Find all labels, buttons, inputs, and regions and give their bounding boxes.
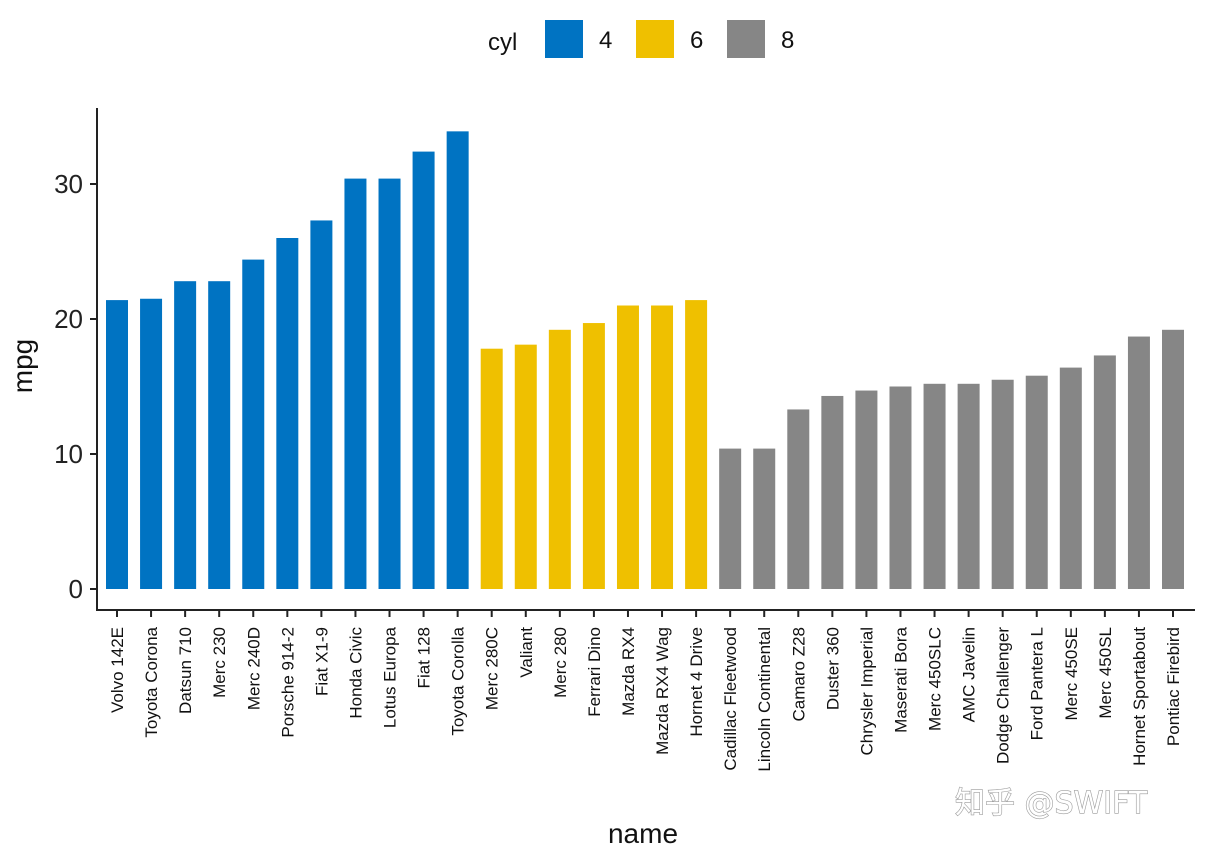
bar [548,329,571,589]
x-tick-label: Fiat X1-9 [312,627,331,696]
bar [1162,329,1184,589]
bar [685,300,708,589]
x-tick-label: Fiat 128 [415,627,434,688]
bar [514,344,537,589]
y-tick-label: 30 [54,169,83,199]
x-axis-title: name [608,818,678,849]
legend-label: 6 [690,27,703,54]
x-tick-label: Mazda RX4 Wag [653,627,672,755]
x-tick-label: Hornet 4 Drive [687,627,706,737]
x-tick-label: Porsche 914-2 [278,627,297,738]
x-tick-label: Duster 360 [823,627,842,710]
bar [582,323,605,589]
y-tick-label: 20 [54,304,83,334]
bar [174,281,197,589]
bar [1059,367,1082,589]
x-tick-label: Merc 280C [483,627,502,710]
x-tick-label: Lotus Europa [381,626,400,728]
bar [310,220,333,589]
legend-key [545,20,583,58]
bar [651,305,674,589]
bar [480,348,503,589]
x-tick-label: Merc 450SLC [926,627,945,731]
legend-key [727,20,765,58]
y-tick-label: 0 [69,574,83,604]
bar [208,281,231,589]
y-tick-label: 10 [54,439,83,469]
bar [106,300,128,589]
x-tick-label: Merc 280 [551,627,570,698]
bar [1127,336,1150,589]
x-tick-label: Dodge Challenger [994,627,1013,764]
bar [753,448,776,589]
legend-label: 4 [599,27,612,54]
axes: 0 10 20 30 Volvo 142E Toyota Corona Datsun 710… [54,108,1195,772]
bar [140,298,163,589]
x-tick-label: AMC Javelin [960,627,979,722]
x-tick-label: Pontiac Firebird [1164,627,1183,746]
legend-label: 8 [781,27,794,54]
bar [242,259,265,589]
x-tick-label: Ford Pantera L [1028,627,1047,740]
bar [787,409,810,589]
x-tick-label: Cadillac Fleetwood [721,627,740,771]
x-tick-label: Merc 450SL [1096,627,1115,719]
bar [991,379,1014,589]
bar [889,386,912,589]
bar [855,390,878,589]
bar [1025,375,1048,589]
x-tick-label: Merc 230 [210,627,229,698]
bars [106,131,1184,589]
legend-key [636,20,674,58]
bar [616,305,639,589]
x-tick-label: Honda Civic [346,627,365,719]
x-tick-label: Hornet Sportabout [1130,627,1149,766]
x-tick-label: Chrysler Imperial [857,627,876,755]
x-tick-label: Toyota Corona [142,626,161,737]
legend-title: cyl [488,29,517,56]
bar [276,238,299,589]
legend: cyl 4 6 8 [488,20,794,58]
bar [378,178,401,589]
x-tick-label: Volvo 142E [108,627,127,713]
x-tick-label: Merc 240D [244,627,263,710]
x-tick-label: Ferrari Dino [585,627,604,717]
bar [719,448,742,589]
bar [821,395,844,589]
y-axis-title: mpg [7,339,38,393]
x-tick-label: Maserati Bora [891,626,910,732]
watermark: 知乎 @SWIFT [955,786,1148,821]
bar [446,131,469,589]
bar [1093,355,1116,589]
x-tick-label: Toyota Corolla [449,626,468,735]
x-tick-label: Valiant [517,627,536,678]
x-tick-label: Camaro Z28 [789,627,808,721]
bar [412,151,435,589]
bar [957,383,980,589]
x-tick-label: Datsun 710 [176,627,195,714]
x-tick-label: Merc 450SE [1062,627,1081,721]
x-tick-label: Lincoln Continental [755,627,774,772]
bar [344,178,367,589]
bar [923,383,946,589]
x-tick-label: Mazda RX4 [619,627,638,716]
